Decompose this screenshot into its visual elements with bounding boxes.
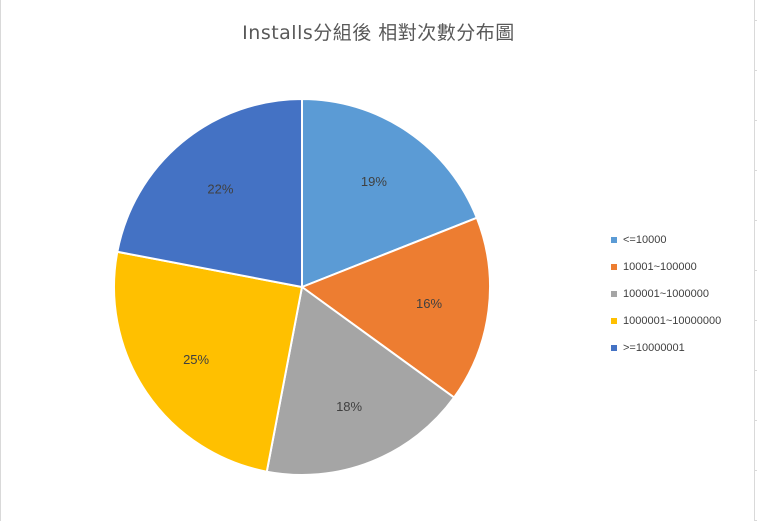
chart-border-left bbox=[0, 0, 1, 521]
legend-swatch bbox=[611, 317, 617, 324]
legend-swatch bbox=[611, 344, 617, 351]
legend-item: 10001~100000 bbox=[611, 253, 721, 280]
pie-slice-1 bbox=[301, 97, 479, 289]
legend-label: 100001~1000000 bbox=[623, 287, 709, 300]
border-tick bbox=[754, 120, 757, 121]
border-tick bbox=[754, 170, 757, 171]
border-tick bbox=[754, 320, 757, 321]
slice-data-label-2: 16% bbox=[416, 296, 442, 311]
legend-swatch bbox=[611, 290, 617, 297]
border-tick bbox=[754, 270, 757, 271]
chart-border-right bbox=[754, 0, 755, 521]
legend-label: 10001~100000 bbox=[623, 260, 697, 273]
legend-swatch bbox=[611, 236, 617, 243]
pie-slice-2 bbox=[299, 216, 491, 399]
chart-title: Installs分組後 相對次數分布圖 bbox=[242, 22, 515, 44]
border-tick bbox=[754, 20, 757, 21]
legend-item: >=10000001 bbox=[611, 334, 721, 361]
legend-swatch bbox=[611, 263, 617, 270]
legend-label: 1000001~10000000 bbox=[623, 314, 722, 327]
pie-slice-3 bbox=[265, 285, 456, 476]
border-tick bbox=[754, 470, 757, 471]
slice-data-label-4: 25% bbox=[183, 352, 209, 367]
border-tick bbox=[754, 370, 757, 371]
slice-data-label-1: 19% bbox=[361, 174, 387, 189]
legend-label: >=10000001 bbox=[623, 341, 685, 354]
slice-data-label-5: 22% bbox=[207, 181, 233, 196]
legend-item: 100001~1000000 bbox=[611, 280, 721, 307]
legend-item: 1000001~10000000 bbox=[611, 307, 721, 334]
chart-legend: <=10000 10001~100000 100001~1000000 1000001… bbox=[611, 226, 721, 361]
slice-data-label-3: 18% bbox=[336, 399, 362, 414]
legend-item: <=10000 bbox=[611, 226, 721, 253]
border-tick bbox=[754, 420, 757, 421]
pie-slice-4 bbox=[113, 250, 304, 473]
legend-label: <=10000 bbox=[623, 233, 667, 246]
border-tick bbox=[754, 70, 757, 71]
border-tick bbox=[754, 220, 757, 221]
pie-slice-5 bbox=[116, 97, 303, 289]
